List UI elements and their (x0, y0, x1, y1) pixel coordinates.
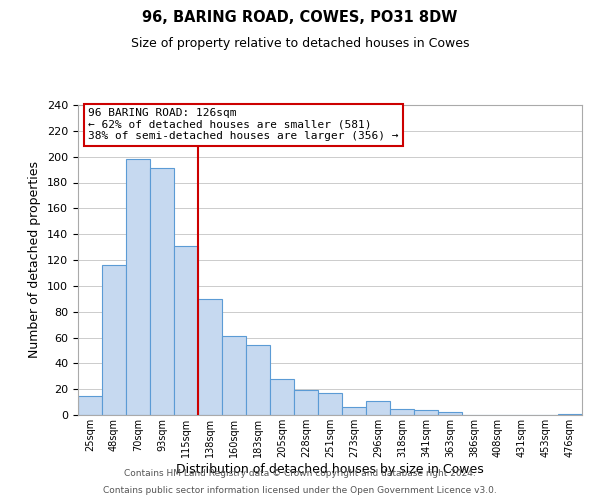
Bar (102, 265, 126, 415)
Bar (366, 401, 390, 415)
Bar (294, 390, 318, 415)
Bar (126, 159, 150, 415)
Text: 96 BARING ROAD: 126sqm
← 62% of detached houses are smaller (581)
38% of semi-de: 96 BARING ROAD: 126sqm ← 62% of detached… (88, 108, 398, 142)
Bar (246, 345, 270, 415)
Bar (414, 410, 438, 415)
Bar (390, 408, 414, 415)
Bar (174, 246, 198, 415)
Y-axis label: Number of detached properties: Number of detached properties (28, 162, 41, 358)
Text: Contains public sector information licensed under the Open Government Licence v3: Contains public sector information licen… (103, 486, 497, 495)
Bar (318, 393, 342, 415)
Bar (150, 168, 174, 415)
Text: Contains HM Land Registry data © Crown copyright and database right 2024.: Contains HM Land Registry data © Crown c… (124, 468, 476, 477)
Bar (78, 396, 102, 415)
Bar (222, 336, 246, 415)
Text: 96, BARING ROAD, COWES, PO31 8DW: 96, BARING ROAD, COWES, PO31 8DW (142, 10, 458, 25)
Bar (198, 298, 222, 415)
Bar (438, 412, 462, 415)
Bar (342, 407, 366, 415)
Bar (558, 414, 582, 415)
Text: Size of property relative to detached houses in Cowes: Size of property relative to detached ho… (131, 38, 469, 51)
X-axis label: Distribution of detached houses by size in Cowes: Distribution of detached houses by size … (176, 462, 484, 475)
Bar (270, 379, 294, 415)
